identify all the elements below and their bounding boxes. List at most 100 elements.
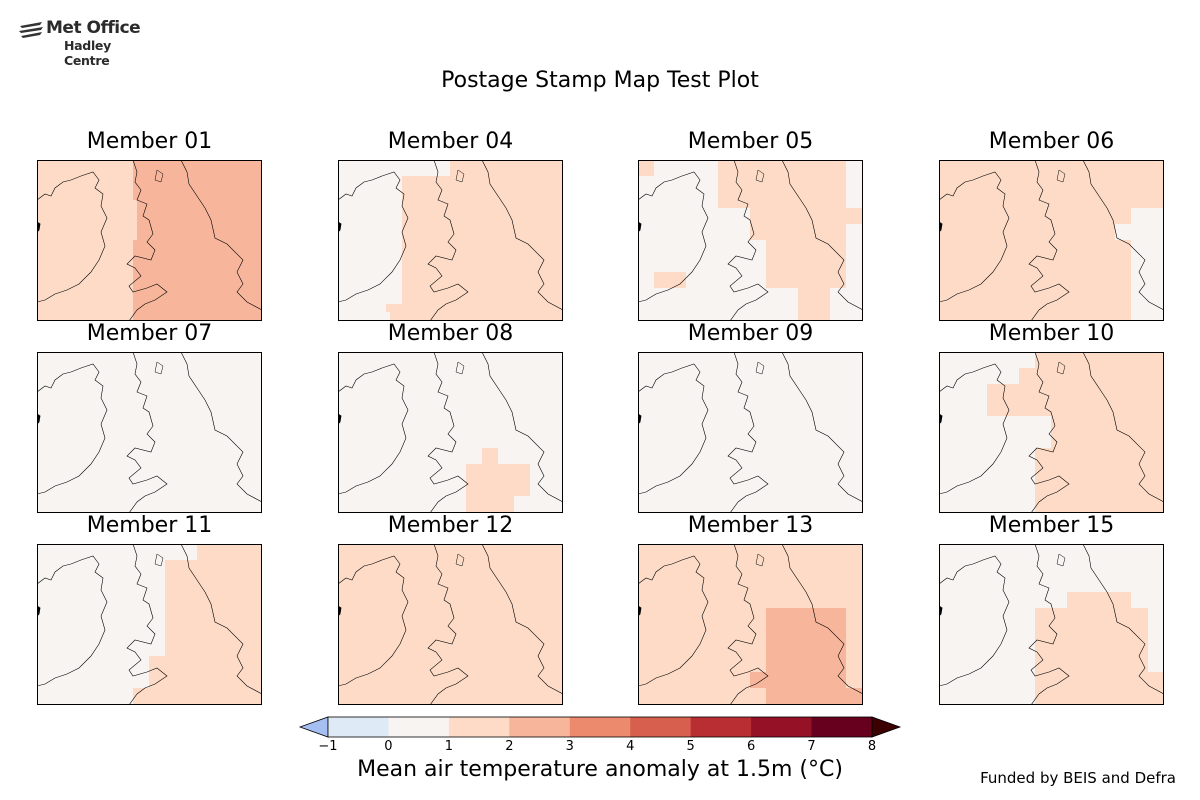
island-coastline — [1056, 361, 1066, 375]
anomaly-map — [37, 544, 262, 705]
anomaly-cell — [1131, 288, 1164, 321]
anomaly-cell — [654, 272, 686, 288]
colorbar-tick-label: 1 — [444, 739, 454, 754]
island-coastline — [455, 361, 465, 375]
ireland-coastline — [338, 171, 409, 303]
ireland-coastline — [37, 171, 108, 303]
panel-title: Member 11 — [86, 513, 213, 538]
anomaly-cell — [338, 544, 563, 705]
colorbar-tick-label: 8 — [867, 739, 877, 754]
anomaly-cell — [1003, 416, 1035, 432]
island-coastline — [455, 169, 465, 183]
anomaly-cell — [1115, 224, 1131, 240]
colorbar-tick-label: 6 — [746, 739, 756, 754]
panel-title: Member 07 — [86, 321, 213, 346]
anomaly-cell — [1083, 672, 1164, 705]
anomaly-map — [338, 544, 563, 705]
logo-line1: Met Office — [46, 18, 141, 38]
great-britain-coastline — [126, 160, 262, 321]
ireland-coastline — [939, 363, 1010, 495]
funding-note: Funded by BEIS and Defra — [980, 769, 1176, 787]
colorbar-over-arrow — [871, 716, 902, 738]
anomaly-cell — [987, 384, 1019, 416]
anomaly-map — [638, 352, 863, 513]
anomaly-cell — [466, 464, 530, 496]
anomaly-cell — [149, 656, 262, 705]
ireland-coastline — [638, 171, 709, 303]
colorbar-bin — [388, 717, 450, 737]
anomaly-cell — [37, 352, 262, 513]
ireland-coastline — [638, 555, 709, 687]
anomaly-map — [638, 544, 863, 705]
panel-title: Member 04 — [387, 129, 514, 154]
great-britain-coastline — [126, 352, 262, 513]
map-frame — [638, 352, 863, 513]
anomaly-cell — [133, 688, 165, 705]
panel-title: Member 06 — [988, 129, 1115, 154]
island-coastline — [455, 553, 465, 567]
island-coastline — [755, 361, 765, 375]
anomaly-cell — [1035, 544, 1164, 592]
anomaly-map — [37, 160, 262, 321]
panel-title: Member 10 — [988, 321, 1115, 346]
ireland-coastline — [939, 555, 1010, 687]
colorbar-bin — [448, 717, 510, 737]
colorbar-tick-label: −1 — [318, 739, 338, 754]
colorbar-tick-label: 0 — [384, 739, 393, 754]
great-britain-coastline — [1028, 544, 1164, 705]
anomaly-cell — [638, 160, 654, 176]
anomaly-cell — [197, 544, 262, 560]
colorbar — [298, 716, 902, 738]
anomaly-cell — [370, 312, 390, 321]
anomaly-cell — [338, 160, 402, 321]
island-coastline — [1056, 169, 1066, 183]
panel-title: Member 12 — [387, 513, 514, 538]
island-coastline — [154, 361, 164, 375]
island-coastline — [755, 169, 765, 183]
anomaly-map — [939, 352, 1164, 513]
panel-title: Member 05 — [687, 129, 814, 154]
anomaly-cell — [638, 352, 863, 513]
map-frame — [338, 352, 563, 513]
ireland-coastline — [338, 363, 409, 495]
great-britain-coastline — [727, 544, 863, 705]
anomaly-cell — [939, 160, 1164, 321]
panel-title: Member 13 — [687, 513, 814, 538]
ireland-coastline — [37, 555, 108, 687]
panel-title: Member 15 — [988, 513, 1115, 538]
anomaly-cell — [846, 688, 863, 705]
ireland-coastline — [338, 555, 409, 687]
panel-title: Member 01 — [86, 129, 213, 154]
anomaly-cell — [1019, 368, 1035, 416]
anomaly-map — [939, 544, 1164, 705]
anomaly-cell — [117, 200, 137, 240]
anomaly-cell — [133, 160, 262, 208]
great-britain-coastline — [427, 160, 563, 321]
map-frame — [37, 160, 262, 321]
anomaly-map — [638, 160, 863, 321]
anomaly-cell — [1035, 416, 1051, 448]
anomaly-cell — [798, 288, 830, 321]
map-frame — [338, 160, 563, 321]
colorbar-bin — [630, 717, 692, 737]
anomaly-map — [338, 352, 563, 513]
anomaly-cell — [750, 672, 846, 688]
great-britain-coastline — [126, 544, 262, 705]
panel-title: Member 08 — [387, 321, 514, 346]
anomaly-cell — [466, 496, 514, 513]
map-frame — [638, 544, 863, 705]
colorbar-bin — [690, 717, 752, 737]
colorbar-tick-label: 4 — [626, 739, 635, 754]
map-frame — [939, 160, 1164, 321]
logo-line2: Hadley Centre — [64, 38, 111, 68]
island-coastline — [154, 169, 164, 183]
anomaly-cell — [402, 160, 434, 176]
map-frame — [638, 160, 863, 321]
map-frame — [338, 544, 563, 705]
colorbar-tick-label: 5 — [686, 739, 695, 754]
island-coastline — [755, 553, 765, 567]
anomaly-cell — [149, 256, 165, 276]
colorbar-tick-label: 7 — [807, 739, 816, 754]
great-britain-coastline — [1028, 352, 1164, 513]
ireland-coastline — [638, 363, 709, 495]
